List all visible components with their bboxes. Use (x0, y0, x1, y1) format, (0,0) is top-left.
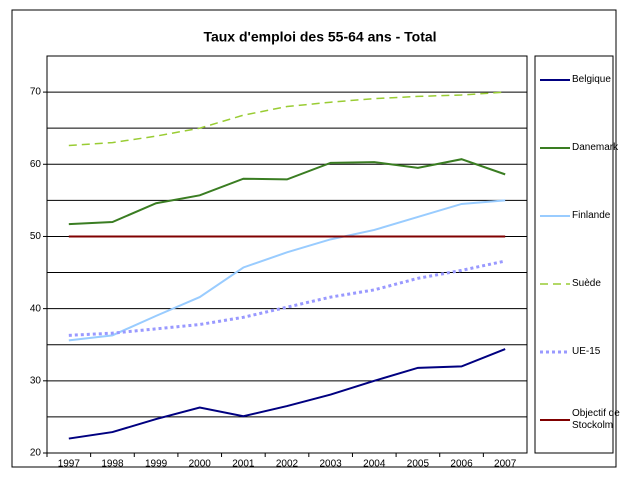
x-tick-label: 2001 (232, 459, 255, 470)
legend-label: Finlande (572, 210, 611, 221)
plot-area (46, 55, 528, 454)
x-tick-label: 1998 (101, 459, 124, 470)
y-tick-label: 70 (30, 87, 42, 98)
x-tick-label: 2004 (363, 459, 386, 470)
series-line (68, 348, 506, 440)
legend-label: Belgique (572, 74, 611, 85)
x-tick-label: 2000 (189, 459, 212, 470)
y-tick-label: 50 (30, 231, 42, 242)
x-tick-label: 2002 (276, 459, 299, 470)
series-line (68, 91, 506, 147)
x-tick-label: 1997 (58, 459, 81, 470)
series-line (68, 158, 506, 226)
legend-label: Objectif de Stockolm (572, 408, 620, 431)
x-tick-label: 2005 (407, 459, 430, 470)
y-tick-label: 40 (30, 303, 42, 314)
y-tick-label: 60 (30, 159, 42, 170)
chart-title: Taux d'emploi des 55-64 ans - Total (203, 29, 436, 45)
legend-label: UE-15 (572, 346, 601, 357)
y-tick-label: 30 (30, 375, 42, 386)
legend-label: Suède (572, 278, 601, 289)
series-line (68, 199, 506, 342)
x-tick-label: 1999 (145, 459, 168, 470)
legend-label: Danemark (572, 142, 619, 153)
x-tick-label: 2006 (450, 459, 473, 470)
y-tick-label: 20 (30, 448, 42, 459)
legend-box (534, 55, 614, 454)
x-tick-label: 2007 (494, 459, 517, 470)
series-line (68, 259, 506, 337)
x-tick-label: 2003 (320, 459, 343, 470)
